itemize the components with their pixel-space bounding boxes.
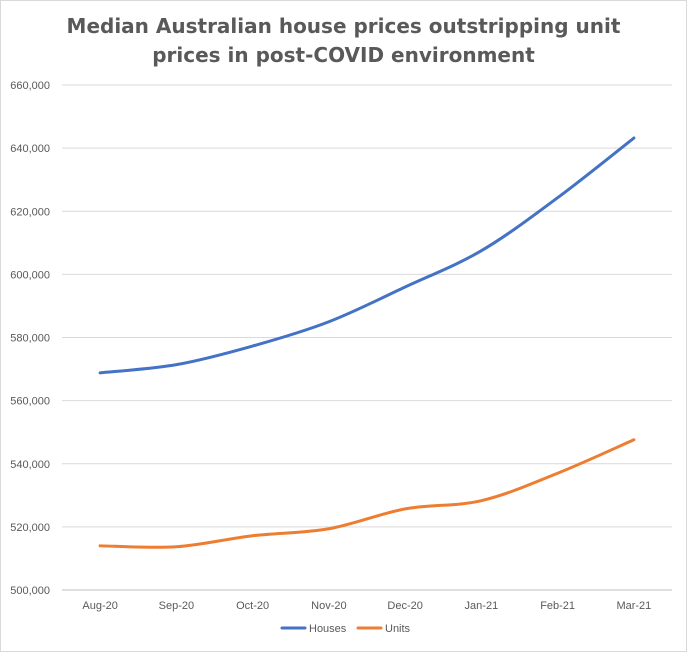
x-tick-label: Jan-21: [465, 600, 499, 612]
y-tick-label: 600,000: [10, 269, 50, 281]
x-tick-label: Sep-20: [159, 600, 194, 612]
x-tick-label: Feb-21: [540, 600, 575, 612]
chart-title: Median Australian house prices outstripp…: [0, 12, 687, 70]
y-tick-label: 520,000: [10, 522, 50, 534]
x-tick-label: Dec-20: [387, 600, 422, 612]
legend-label-houses: Houses: [309, 623, 347, 635]
y-tick-label: 560,000: [10, 396, 50, 408]
x-tick-label: Mar-21: [616, 600, 651, 612]
series-line-houses: [98, 136, 636, 375]
y-tick-label: 580,000: [10, 333, 50, 345]
chart-title-line-2: prices in post-COVID environment: [152, 43, 535, 67]
y-tick-label: 640,000: [10, 143, 50, 155]
legend-label-units: Units: [385, 623, 411, 635]
y-tick-label: 500,000: [10, 585, 50, 597]
series-line-units: [98, 438, 636, 549]
y-tick-label: 620,000: [10, 206, 50, 218]
x-tick-label: Aug-20: [82, 600, 117, 612]
x-tick-label: Oct-20: [236, 600, 269, 612]
chart-title-line-1: Median Australian house prices outstripp…: [66, 14, 621, 38]
x-tick-label: Nov-20: [311, 600, 346, 612]
y-tick-label: 540,000: [10, 459, 50, 471]
y-tick-label: 660,000: [10, 80, 50, 92]
